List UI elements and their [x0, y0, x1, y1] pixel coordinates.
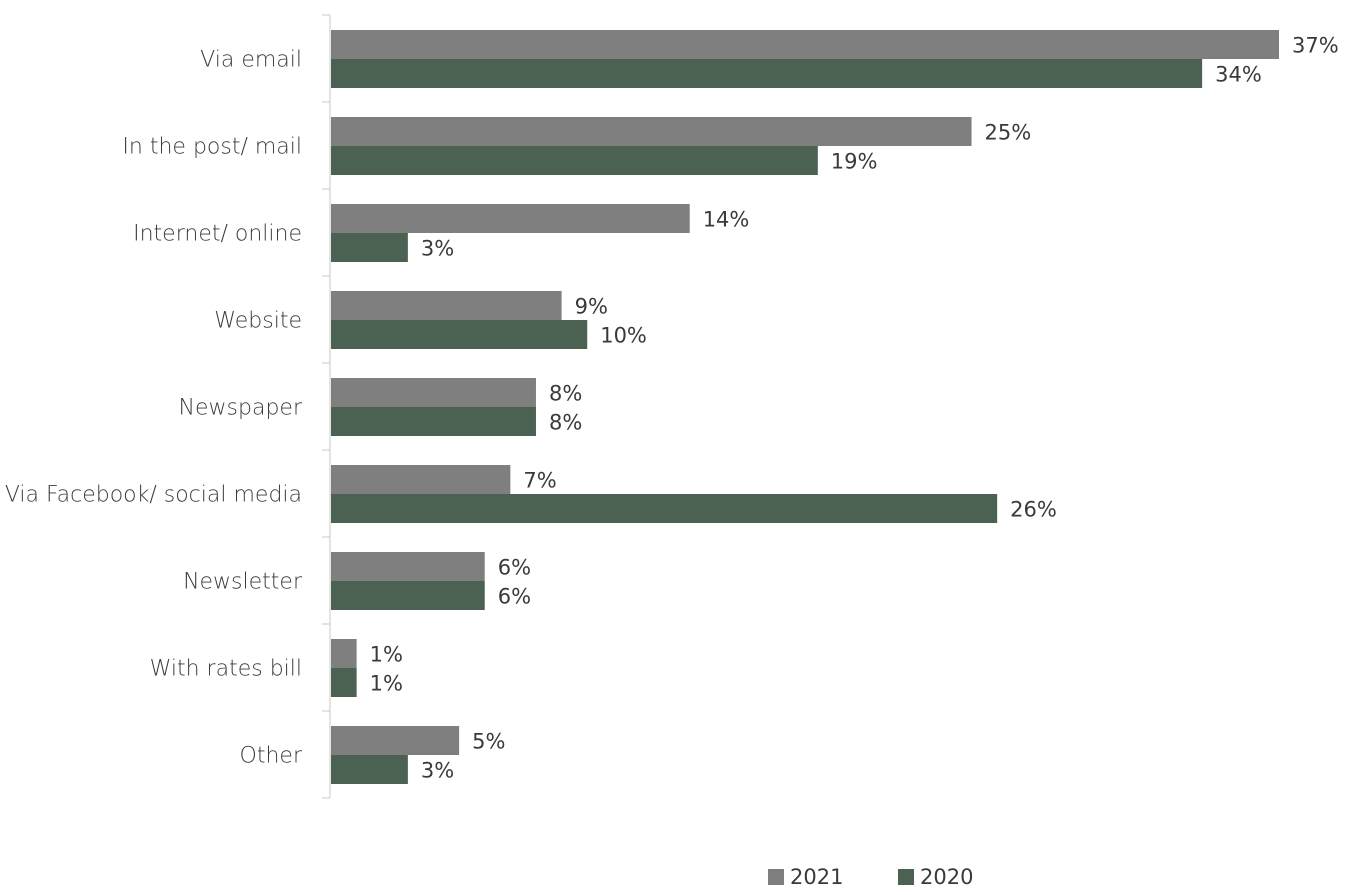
category-label: Via Facebook/ social media	[5, 483, 302, 508]
data-label-2020: 34%	[1215, 63, 1262, 87]
data-label-2020: 3%	[421, 237, 454, 261]
bar-2021-7	[331, 639, 357, 668]
legend-label-2021: 2021	[790, 865, 843, 889]
data-label-2021: 5%	[472, 730, 505, 754]
category-label: In the post/ mail	[122, 135, 302, 160]
data-label-2020: 3%	[421, 759, 454, 783]
bar-2021-4	[331, 378, 536, 407]
bar-2021-2	[331, 204, 690, 233]
data-label-2021: 7%	[523, 469, 556, 493]
bar-2020-0	[331, 59, 1203, 88]
bar-2021-5	[331, 465, 511, 494]
category-label: Newspaper	[179, 396, 303, 421]
category-label: Internet/ online	[133, 222, 302, 247]
category-label: Via email	[200, 48, 302, 73]
category-label: With rates bill	[150, 657, 302, 682]
bar-2021-3	[331, 291, 562, 320]
data-label-2020: 8%	[549, 411, 582, 435]
data-label-2021: 6%	[498, 556, 531, 580]
bar-2020-1	[331, 146, 818, 175]
data-label-2020: 19%	[831, 150, 878, 174]
data-label-2021: 37%	[1292, 34, 1339, 58]
data-label-2020: 1%	[370, 672, 403, 696]
bar-2021-8	[331, 726, 460, 755]
bar-2020-4	[331, 407, 536, 436]
category-labels: Via email In the post/ mail Internet/ onli…	[5, 48, 303, 769]
legend-label-2020: 2020	[920, 865, 973, 889]
bar-2020-7	[331, 668, 357, 697]
axis	[322, 14, 331, 799]
data-label-2021: 8%	[549, 382, 582, 406]
data-label-2021: 14%	[703, 208, 750, 232]
data-label-2021: 1%	[370, 643, 403, 667]
bar-2021-0	[331, 30, 1279, 59]
data-labels: 37% 34% 25% 19% 14% 3% 9% 10% 8% 8% 7% 26% 6% 6% 1% 1% 5…	[370, 34, 1339, 783]
bar-2020-5	[331, 494, 998, 523]
bar-2020-8	[331, 755, 408, 784]
legend: 2021 2020	[768, 865, 973, 889]
bar-2020-2	[331, 233, 408, 262]
bar-2021-6	[331, 552, 485, 581]
category-label: Other	[240, 744, 303, 769]
data-label-2021: 9%	[575, 295, 608, 319]
data-label-2020: 6%	[498, 585, 531, 609]
legend-swatch-2020	[898, 869, 914, 885]
data-label-2020: 26%	[1010, 498, 1057, 522]
data-label-2021: 25%	[985, 121, 1032, 145]
bars	[331, 30, 1279, 784]
bar-2021-1	[331, 117, 972, 146]
category-label: Newsletter	[183, 570, 303, 595]
bar-2020-3	[331, 320, 588, 349]
bar-2020-6	[331, 581, 485, 610]
legend-swatch-2021	[768, 869, 784, 885]
data-label-2020: 10%	[600, 324, 647, 348]
category-label: Website	[214, 309, 302, 334]
